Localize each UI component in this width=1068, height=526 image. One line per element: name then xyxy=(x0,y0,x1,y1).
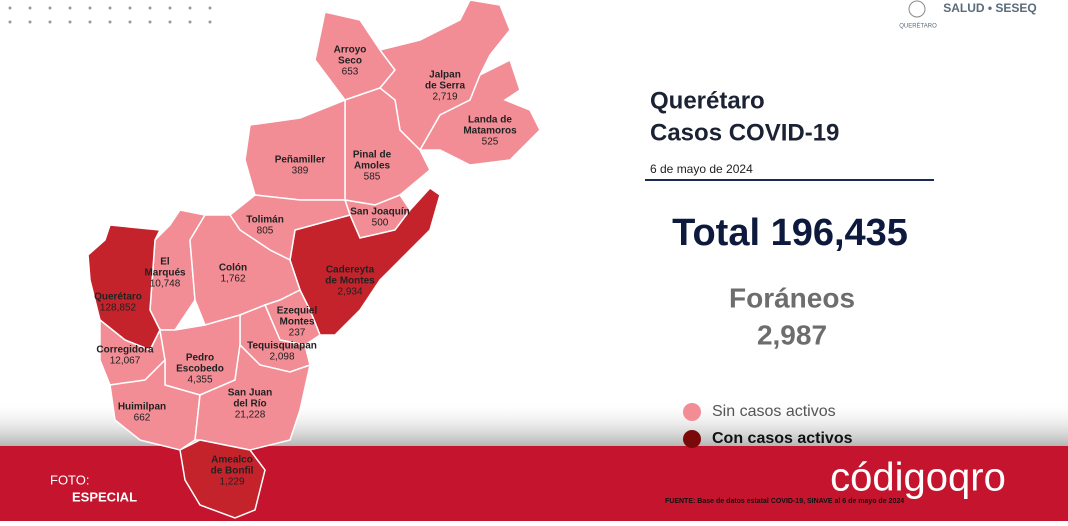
foreign-value: 2,987 xyxy=(757,319,827,350)
title: Querétaro xyxy=(650,87,765,114)
municipality-cases: 21,228 xyxy=(235,410,266,421)
municipality-cases: 585 xyxy=(364,172,381,183)
municipality-name: San Juan xyxy=(228,388,272,399)
brand: códigoqro xyxy=(830,456,1006,500)
dots xyxy=(8,6,212,24)
bottom-band xyxy=(0,446,1068,521)
municipality-name: Colón xyxy=(219,263,247,274)
municipality-cases: 662 xyxy=(134,413,151,424)
municipality-name: Matamoros xyxy=(463,126,517,137)
municipality-name: Peñamiller xyxy=(275,155,326,166)
municipality-name: Marqués xyxy=(144,268,186,279)
municipality-cases: 4,355 xyxy=(187,375,212,386)
photo-label: FOTO: xyxy=(50,472,89,487)
municipality-name: Ezequiel xyxy=(277,306,318,317)
source: FUENTE: Base de datos estatal COVID-19, … xyxy=(665,498,904,505)
municipality-area xyxy=(194,343,312,451)
state-label: QUERÉTARO xyxy=(899,23,937,30)
municipality-name: Jalpan xyxy=(429,70,461,81)
municipality-name: de Montes xyxy=(325,276,375,287)
municipality-name: Pinal de xyxy=(353,150,392,161)
agency: SALUD • SESEQ xyxy=(943,1,1037,15)
photo-credit: ESPECIAL xyxy=(72,489,137,504)
municipality-area xyxy=(244,98,346,201)
municipality-name: Corregidora xyxy=(96,345,154,356)
municipality-name: San Joaquín xyxy=(350,207,409,218)
municipality-name: Landa de xyxy=(468,115,512,126)
municipality-name: Amoles xyxy=(354,161,391,172)
municipality-name: Escobedo xyxy=(176,364,224,375)
legend-label: Con casos activos xyxy=(712,430,853,447)
municipality-name: del Río xyxy=(233,399,266,410)
municipality-cases: 10,748 xyxy=(150,279,181,290)
legend: Sin casos activos Con casos activos xyxy=(683,403,853,448)
date: 6 de mayo de 2024 xyxy=(650,162,753,176)
municipality-name: Arroyo xyxy=(334,45,367,56)
municipality-name: de Serra xyxy=(425,81,465,92)
municipality-cases: 2,098 xyxy=(269,352,294,363)
total: Total 196,435 xyxy=(672,212,908,254)
municipality-cases: 2,719 xyxy=(432,92,457,103)
municipality-cases: 12,067 xyxy=(110,356,141,367)
municipality-name: Montes xyxy=(280,317,315,328)
municipality-cases: 805 xyxy=(257,226,274,237)
municipality-name: Querétaro xyxy=(94,292,142,303)
municipality-cases: 525 xyxy=(482,137,499,148)
municipality-cases: 237 xyxy=(289,328,306,339)
legend-marker xyxy=(683,403,701,421)
municipality-name: Huimilpan xyxy=(118,402,166,413)
municipality-cases: 653 xyxy=(342,67,359,78)
municipality-cases: 128,852 xyxy=(100,303,137,314)
municipality-cases: 1,762 xyxy=(220,274,245,285)
municipality-area xyxy=(418,58,541,166)
municipality-cases: 389 xyxy=(292,166,309,177)
municipality-name: Amealco xyxy=(211,455,253,466)
municipality-name: Cadereyta xyxy=(326,265,375,276)
municipality-cases: 500 xyxy=(372,218,389,229)
municipality-name: de Bonfil xyxy=(211,466,254,477)
logo-emblem xyxy=(908,0,926,18)
municipality-cases: 2,934 xyxy=(337,287,362,298)
municipality-name: Seco xyxy=(338,56,362,67)
legend-label: Sin casos activos xyxy=(712,403,836,420)
legend-marker xyxy=(683,430,701,448)
municipality-area xyxy=(179,439,266,519)
municipality-name: Pedro xyxy=(186,353,214,364)
municipality-cases: 1,229 xyxy=(219,477,244,488)
municipality-name: El xyxy=(160,257,170,268)
municipality-name: Tequisquiapan xyxy=(247,341,317,352)
foreign-label: Foráneos xyxy=(729,282,855,313)
subtitle: Casos COVID-19 xyxy=(650,119,839,146)
municipality-name: Tolimán xyxy=(246,215,284,226)
